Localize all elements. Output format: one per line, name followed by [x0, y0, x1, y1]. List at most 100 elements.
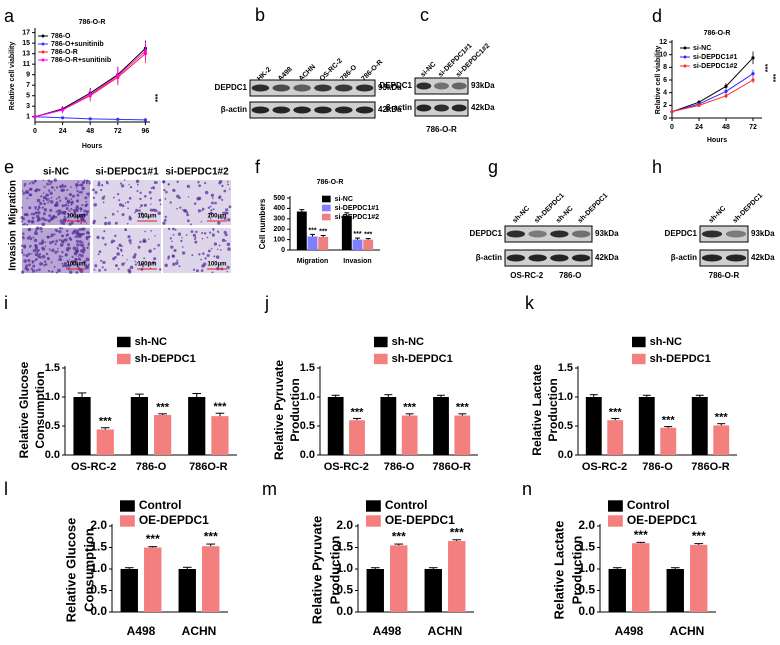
- cell: [176, 194, 180, 198]
- legend-label: si-DEPDC1#2: [335, 214, 379, 221]
- cell: [22, 237, 25, 240]
- cell: [45, 194, 48, 197]
- bar: [307, 236, 318, 250]
- cell: [43, 260, 47, 264]
- annotation: ***: [715, 412, 729, 424]
- cell: [77, 180, 80, 183]
- row-label: β-actin: [221, 105, 247, 114]
- series-line: [671, 57, 754, 113]
- cell: [71, 255, 74, 259]
- x-tick-label: 0: [670, 124, 674, 131]
- micrograph-image: 100μm: [93, 228, 162, 274]
- cell: [119, 244, 122, 247]
- cell: [53, 189, 56, 191]
- cell: [226, 265, 230, 269]
- cell: [48, 197, 50, 200]
- x-tick-label: 72: [114, 128, 122, 135]
- data-point: [724, 94, 728, 98]
- cell: [206, 253, 210, 258]
- cell: [180, 239, 183, 243]
- column-label: si-DEPDC1#1: [95, 167, 159, 178]
- cell: [209, 231, 212, 234]
- band-size: 93kDa: [378, 83, 402, 92]
- cell: [147, 261, 151, 264]
- cell: [149, 250, 151, 253]
- y-axis-label: Production: [327, 536, 342, 605]
- cell: [75, 182, 79, 187]
- x-tick-label: 786O-R: [189, 461, 228, 473]
- cell: [124, 262, 126, 264]
- cell: [38, 242, 42, 245]
- lane-label: si-NC: [420, 61, 438, 79]
- cell: [139, 206, 141, 209]
- cell: [101, 236, 105, 240]
- cell: [42, 192, 45, 194]
- cell: [140, 212, 144, 216]
- cell: [221, 184, 224, 188]
- cell: [43, 202, 46, 206]
- cell: [187, 196, 190, 198]
- cell: [65, 249, 68, 251]
- cell: [49, 241, 53, 245]
- cell: [171, 240, 173, 243]
- y-tick-label: 6: [663, 77, 667, 84]
- cell: [80, 209, 82, 212]
- annotation: ***: [308, 227, 316, 234]
- legend-swatch: [632, 353, 646, 365]
- cell: [186, 184, 191, 188]
- cell: [101, 184, 104, 187]
- y-tick-label: 10: [659, 52, 667, 59]
- cell: [85, 182, 88, 185]
- cell: [112, 257, 116, 261]
- cell: [50, 196, 53, 199]
- data-point: [143, 49, 147, 53]
- cell: [135, 208, 139, 213]
- row-label: β-actin: [386, 103, 412, 112]
- cell: [76, 193, 80, 197]
- x-tick-label: A498: [615, 624, 644, 638]
- cell: [66, 200, 70, 205]
- cell: [128, 217, 132, 221]
- panel-letter: d: [652, 6, 662, 26]
- cell: [157, 211, 161, 216]
- band: [293, 84, 311, 92]
- cell: [59, 209, 62, 212]
- cell: [66, 188, 69, 191]
- legend-marker: [683, 55, 687, 59]
- legend-label: 786-O-R+sunitinib: [51, 57, 111, 64]
- cell: [134, 211, 136, 214]
- cell: [197, 180, 200, 184]
- micrograph-image: 100μm: [20, 178, 91, 227]
- cell: [167, 257, 170, 260]
- cell: [209, 205, 212, 208]
- band: [701, 230, 723, 238]
- cell: [114, 234, 117, 238]
- y-axis-label: Relative Lactate: [551, 521, 566, 620]
- cell: [36, 208, 40, 211]
- band: [550, 254, 569, 262]
- cell: [223, 211, 227, 215]
- y-tick-label: 1.5: [300, 362, 315, 374]
- cell: [134, 263, 137, 266]
- band: [451, 104, 467, 112]
- cell: [154, 235, 156, 237]
- cell: [135, 179, 140, 184]
- cell: [169, 201, 172, 204]
- cell: [134, 260, 136, 263]
- cell: [189, 223, 192, 226]
- cell: [23, 185, 26, 187]
- cell: [141, 263, 144, 266]
- bar: [585, 397, 602, 455]
- bar: [202, 546, 220, 612]
- cell: [49, 191, 53, 196]
- cell: [61, 204, 65, 208]
- y-axis-label: Relative Pyruvate: [309, 516, 324, 624]
- cell: [81, 233, 84, 236]
- panel-letter: k: [525, 293, 535, 313]
- cell: [30, 267, 33, 270]
- legend-label: 786-O: [51, 33, 71, 40]
- band-size: 42kDa: [751, 253, 775, 262]
- band: [550, 230, 569, 238]
- cell: [194, 236, 197, 239]
- lane-label: sh-NC: [512, 205, 532, 225]
